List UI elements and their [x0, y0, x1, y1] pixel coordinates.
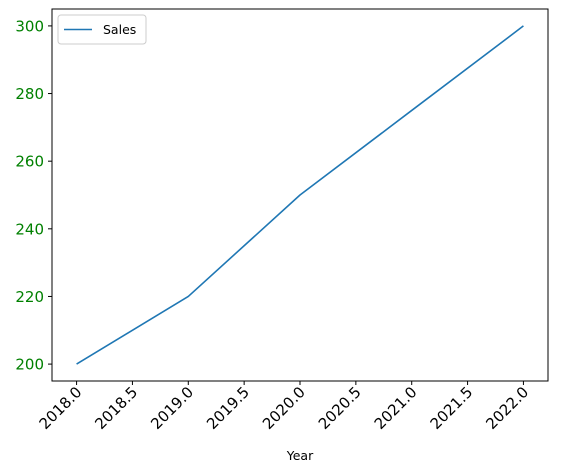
- x-tick-label: 2021.5: [427, 383, 477, 433]
- y-tick-label: 240: [15, 220, 44, 238]
- legend-box: [57, 14, 147, 45]
- series-layer: [76, 25, 524, 365]
- x-tick-label: 2020.0: [259, 383, 309, 433]
- y-tick-label: 280: [15, 85, 44, 103]
- y-tick-label: 200: [15, 356, 44, 374]
- x-tick-label: 2018.5: [91, 383, 141, 433]
- y-tick-label: 220: [15, 288, 44, 306]
- y-tick-label: 300: [15, 17, 44, 35]
- y-axis-ticks: 200 220 240 260 280 300: [15, 17, 52, 374]
- legend: Sales: [57, 14, 147, 45]
- x-tick-label: 2019.0: [147, 383, 197, 433]
- y-tick-label: 260: [15, 153, 44, 171]
- legend-label-sales: Sales: [103, 22, 136, 37]
- x-tick-label: 2021.0: [371, 383, 421, 433]
- x-tick-label: 2022.0: [482, 383, 532, 433]
- x-tick-label: 2019.5: [203, 383, 253, 433]
- x-tick-label: 2020.5: [315, 383, 365, 433]
- x-axis-ticks: 2018.0 2018.5 2019.0 2019.5 2020.0 2020.5 2021…: [36, 381, 532, 433]
- x-tick-label: 2018.0: [36, 383, 86, 433]
- x-axis-label: Year: [286, 448, 314, 463]
